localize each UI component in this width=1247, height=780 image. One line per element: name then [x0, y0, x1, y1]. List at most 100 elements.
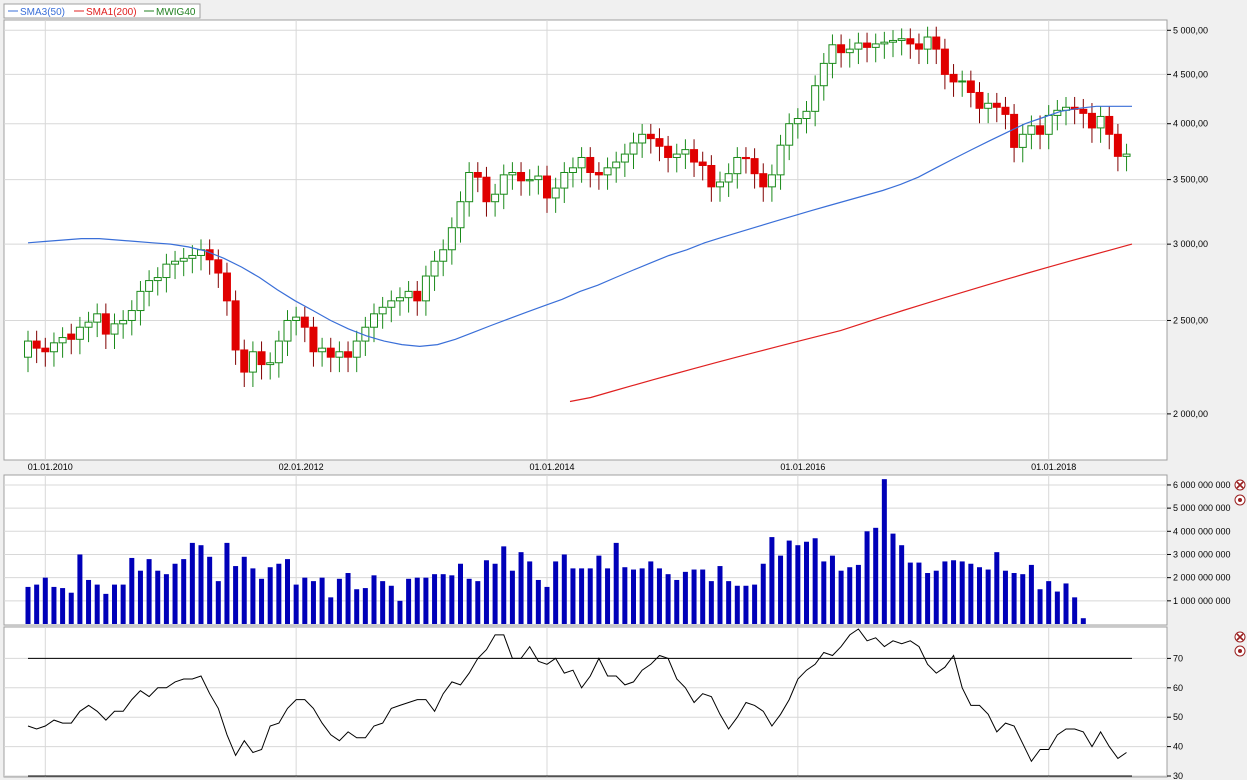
candle[interactable]: [67, 323, 76, 355]
volume-bar[interactable]: [458, 563, 463, 624]
volume-bar[interactable]: [829, 555, 835, 624]
volume-bar[interactable]: [155, 570, 161, 624]
candle[interactable]: [889, 30, 897, 58]
price-panel[interactable]: [3, 19, 1168, 461]
candle[interactable]: [517, 162, 526, 196]
candle[interactable]: [871, 33, 880, 63]
candle[interactable]: [300, 306, 309, 343]
candle[interactable]: [395, 287, 404, 316]
candle[interactable]: [620, 143, 629, 177]
volume-bar[interactable]: [224, 542, 230, 624]
candle[interactable]: [292, 306, 301, 336]
volume-bar[interactable]: [648, 561, 654, 624]
volume-bar[interactable]: [968, 563, 974, 624]
candle[interactable]: [793, 108, 802, 139]
candle[interactable]: [153, 267, 162, 296]
candle[interactable]: [162, 253, 171, 293]
volume-bar[interactable]: [855, 564, 861, 624]
volume-bar[interactable]: [146, 559, 152, 624]
candle[interactable]: [819, 53, 828, 101]
candle[interactable]: [1079, 98, 1088, 129]
candle[interactable]: [378, 296, 387, 329]
volume-bar[interactable]: [847, 567, 853, 624]
candle[interactable]: [716, 171, 724, 202]
volume-bar[interactable]: [726, 581, 732, 624]
volume-bar[interactable]: [189, 542, 195, 624]
volume-bar[interactable]: [259, 578, 265, 624]
volume-bar[interactable]: [423, 577, 429, 624]
volume-bar[interactable]: [951, 560, 957, 624]
volume-bar[interactable]: [959, 561, 965, 624]
candle[interactable]: [733, 147, 742, 189]
volume-bar[interactable]: [380, 581, 386, 624]
volume-bar[interactable]: [492, 563, 498, 624]
volume-bar[interactable]: [544, 586, 550, 624]
volume-bar[interactable]: [241, 556, 247, 624]
candle[interactable]: [283, 310, 292, 356]
volume-bar[interactable]: [77, 554, 83, 624]
candle[interactable]: [992, 92, 1001, 123]
volume-bar[interactable]: [250, 568, 256, 624]
candle[interactable]: [447, 217, 456, 265]
candle[interactable]: [274, 330, 283, 378]
volume-bar[interactable]: [864, 531, 870, 624]
volume-bar[interactable]: [1002, 570, 1008, 624]
candle[interactable]: [603, 157, 612, 190]
candle[interactable]: [1036, 115, 1045, 150]
volume-bar[interactable]: [181, 559, 187, 624]
candle[interactable]: [266, 352, 275, 380]
candle[interactable]: [24, 330, 32, 373]
volume-bar[interactable]: [509, 570, 515, 624]
candle[interactable]: [923, 26, 932, 65]
volume-bar[interactable]: [665, 574, 671, 624]
candle[interactable]: [525, 169, 534, 196]
volume-panel[interactable]: [3, 474, 1168, 626]
candle[interactable]: [629, 132, 638, 170]
volume-bar[interactable]: [345, 573, 351, 624]
candle[interactable]: [240, 339, 249, 388]
volume-bar[interactable]: [812, 538, 818, 624]
volume-bar[interactable]: [354, 589, 360, 624]
oscillator-close-icon[interactable]: [1234, 631, 1246, 643]
candle[interactable]: [75, 316, 84, 355]
volume-bar[interactable]: [596, 555, 602, 624]
candle[interactable]: [222, 262, 231, 316]
volume-bar[interactable]: [466, 578, 472, 624]
volume-bar[interactable]: [881, 479, 887, 624]
volume-bar[interactable]: [631, 569, 636, 624]
candle[interactable]: [759, 163, 768, 202]
candle[interactable]: [646, 123, 655, 154]
volume-bar[interactable]: [838, 570, 844, 624]
candle[interactable]: [828, 34, 837, 79]
candle[interactable]: [594, 162, 603, 190]
volume-bar[interactable]: [553, 561, 559, 624]
volume-bar[interactable]: [215, 581, 221, 624]
volume-bar[interactable]: [700, 569, 706, 624]
candle[interactable]: [534, 165, 543, 195]
volume-bar[interactable]: [501, 546, 507, 624]
candle[interactable]: [370, 303, 378, 343]
candle[interactable]: [664, 135, 673, 173]
candle[interactable]: [473, 162, 482, 193]
volume-bar[interactable]: [994, 552, 1000, 624]
volume-bar[interactable]: [449, 575, 455, 624]
volume-bar[interactable]: [388, 585, 394, 624]
volume-bar[interactable]: [899, 545, 905, 624]
volume-bar[interactable]: [622, 567, 628, 624]
volume-bar[interactable]: [406, 578, 412, 624]
volume-bar[interactable]: [786, 540, 792, 624]
volume-bar[interactable]: [440, 574, 446, 624]
candle[interactable]: [698, 151, 707, 181]
candle[interactable]: [863, 32, 872, 63]
candle[interactable]: [845, 38, 854, 68]
volume-bar[interactable]: [328, 597, 334, 624]
volume-bar[interactable]: [691, 569, 697, 624]
volume-bar[interactable]: [94, 584, 100, 624]
candle[interactable]: [1105, 106, 1114, 150]
volume-bar[interactable]: [310, 581, 316, 624]
volume-bar[interactable]: [639, 568, 645, 624]
oscillator-settings-icon[interactable]: [1234, 645, 1246, 657]
candle[interactable]: [404, 281, 413, 313]
oscillator-panel[interactable]: [3, 626, 1168, 778]
volume-bar[interactable]: [267, 567, 273, 624]
